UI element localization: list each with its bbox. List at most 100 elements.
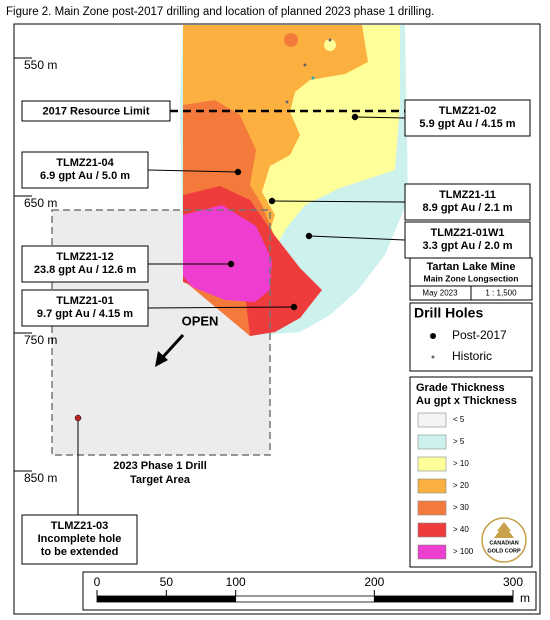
scale-segment — [373, 595, 514, 603]
grade-zone — [183, 205, 272, 302]
historic-hole — [285, 100, 289, 104]
grade-label: > 40 — [453, 525, 469, 534]
logo-mark — [494, 522, 514, 538]
grade-map — [180, 25, 408, 336]
grade-swatch — [417, 412, 447, 428]
leader-line — [147, 169, 239, 173]
leader-line — [147, 306, 295, 309]
grade-label: > 20 — [453, 481, 469, 490]
hole-id: TLMZ21-01 — [56, 295, 113, 307]
map-scale: 1 : 1,500 — [485, 289, 517, 298]
logo-text: CANADIAN — [489, 540, 518, 546]
hole-id: TLMZ21-12 — [56, 251, 113, 263]
drill-hole — [74, 414, 82, 422]
drill-hole — [234, 168, 242, 176]
callout-box — [21, 514, 138, 565]
depth-label: 850 m — [24, 471, 57, 485]
open-label: OPEN — [182, 313, 219, 328]
hole-detail: 6.9 gpt Au / 5.0 m — [40, 170, 130, 182]
grade-label: > 10 — [453, 459, 469, 468]
scale-label: 50 — [160, 575, 174, 589]
grade-label: > 30 — [453, 503, 469, 512]
drill-hole-callouts: TLMZ21-025.9 gpt Au / 4.15 m TLMZ21-046.9… — [21, 99, 531, 565]
depth-labels: 550 m 650 m 750 m 850 m — [14, 57, 57, 485]
scale-label: 300 — [503, 575, 523, 589]
callout-box — [404, 221, 531, 259]
post-2017-symbol — [430, 333, 436, 339]
scale-label: 200 — [364, 575, 384, 589]
scale-label: 0 — [94, 575, 101, 589]
drill-hole — [290, 303, 298, 311]
leader-line — [308, 235, 406, 241]
historic-holes — [285, 38, 332, 104]
scale-unit: m — [520, 591, 530, 605]
scale-bar: 0 50 100 200 300 m — [94, 575, 530, 605]
date: May 2023 — [422, 289, 458, 298]
historic-hole — [328, 38, 332, 42]
hole-detail: 8.9 gpt Au / 2.1 m — [422, 202, 512, 214]
drill-hole — [268, 197, 276, 205]
legend-item: Post-2017 — [452, 328, 507, 342]
grade-swatch — [417, 544, 447, 560]
callout-box — [404, 183, 531, 221]
open-arrowhead — [155, 351, 168, 367]
logo: CANADIAN GOLD CORP — [481, 517, 527, 563]
grade-label: > 100 — [453, 547, 474, 556]
grade-legend-title: Grade Thickness — [416, 382, 505, 394]
hole-id: TLMZ21-04 — [56, 157, 114, 169]
callout-box — [404, 99, 531, 137]
hole-id: TLMZ21-01W1 — [431, 227, 505, 239]
hole-id: TLMZ21-02 — [439, 105, 496, 117]
callout-box — [21, 100, 171, 122]
logo-text: GOLD CORP — [487, 548, 521, 554]
drill-hole — [305, 232, 313, 240]
hole-detail: 9.7 gpt Au / 4.15 m — [37, 308, 133, 320]
hole-detail: 3.3 gpt Au / 2.0 m — [422, 240, 512, 252]
open-arrow — [160, 333, 185, 360]
grade-label: < 5 — [453, 415, 465, 424]
depth-label: 650 m — [24, 196, 57, 210]
callout-box — [21, 151, 149, 189]
hole-detail: to be extended — [41, 546, 119, 558]
grade-swatch — [417, 522, 447, 538]
grade-spot — [284, 33, 298, 47]
target-area-label: Target Area — [130, 474, 191, 486]
grade-swatch — [417, 478, 447, 494]
grade-swatch — [417, 500, 447, 516]
hole-detail: Incomplete hole — [38, 533, 122, 545]
leader-line — [271, 200, 406, 203]
historic-symbol — [431, 355, 435, 359]
grade-spot — [324, 39, 336, 51]
legend-item: Historic — [452, 349, 492, 363]
drill-hole — [351, 113, 359, 121]
leader-line — [354, 116, 406, 119]
drill-hole — [227, 260, 235, 268]
depth-label: 750 m — [24, 333, 57, 347]
drill-legend-title: Drill Holes — [414, 305, 483, 321]
historic-hole — [303, 63, 307, 67]
hole-id: TLMZ21-03 — [51, 520, 108, 532]
scale-bar-box — [82, 571, 537, 611]
resource-limit-label: 2017 Resource Limit — [43, 105, 150, 117]
hole-id: TLMZ21-11 — [439, 189, 496, 201]
hole-detail: 23.8 gpt Au / 12.6 m — [34, 264, 137, 276]
section-name: Main Zone Longsection — [424, 273, 519, 283]
depth-label: 550 m — [24, 58, 57, 72]
logo-ring — [481, 517, 527, 563]
scale-segment — [165, 595, 237, 603]
target-area-label: 2023 Phase 1 Drill — [113, 460, 207, 472]
grade-legend-title: Au gpt x Thickness — [416, 395, 517, 407]
hole-detail: 5.9 gpt Au / 4.15 m — [419, 118, 515, 130]
grade-swatch — [417, 434, 447, 450]
scale-label: 100 — [226, 575, 246, 589]
historic-hole — [311, 76, 315, 80]
figure-title: Figure 2. Main Zone post-2017 drilling a… — [6, 6, 434, 18]
mine-name: Tartan Lake Mine — [426, 261, 515, 273]
callout-box — [21, 245, 149, 283]
grade-legend-items: < 5 > 5 > 10 > 20 > 30 > 40 > 100 — [417, 412, 474, 560]
scale-segment — [235, 595, 375, 603]
target-area-border — [51, 209, 271, 456]
grade-label: > 5 — [453, 437, 465, 446]
grade-swatch — [417, 456, 447, 472]
